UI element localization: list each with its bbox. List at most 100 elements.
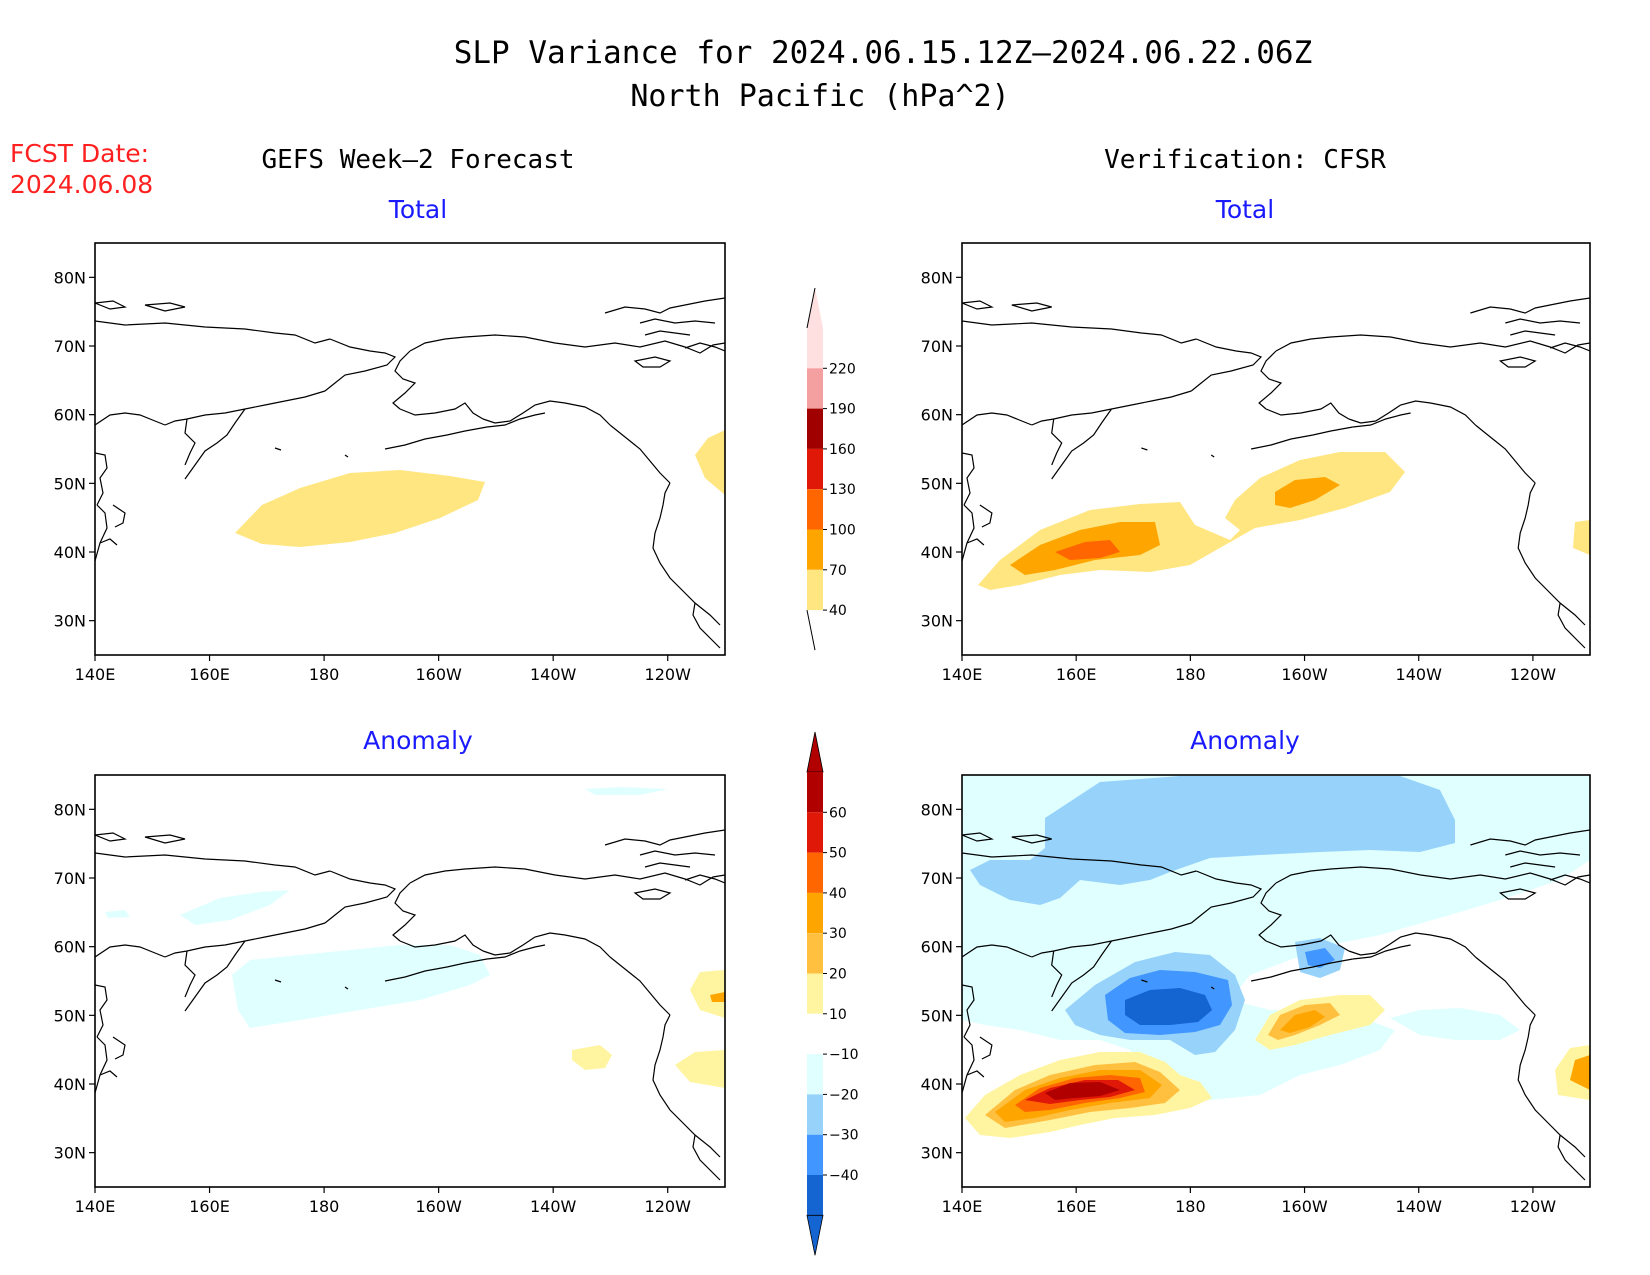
coast-segment xyxy=(962,832,994,842)
coast-segment xyxy=(1475,956,1536,1016)
coast-segment xyxy=(692,602,721,649)
lon-tick-label: 140E xyxy=(942,665,983,684)
coast-segment xyxy=(324,870,397,924)
coast-segment xyxy=(604,297,725,314)
lon-tick-label: 120W xyxy=(1510,665,1557,684)
colorbar-segment xyxy=(807,812,823,853)
coast-segment xyxy=(384,958,488,982)
lon-tick-label: 180 xyxy=(1175,1197,1206,1216)
coast-segment xyxy=(652,482,721,626)
contour-40-70-far-east xyxy=(1573,520,1590,555)
coast-segment xyxy=(95,944,166,958)
lat-tick-label: 50N xyxy=(921,474,953,493)
coastline xyxy=(95,297,725,649)
lat-tick-label: 60N xyxy=(54,406,86,425)
coast-segment xyxy=(1210,454,1215,458)
coast-segment xyxy=(644,862,691,868)
coast-segment xyxy=(1210,986,1215,990)
lat-tick-label: 30N xyxy=(921,612,953,631)
coast-segment xyxy=(652,1014,721,1158)
coast-segment xyxy=(324,338,397,392)
colorbar-segment xyxy=(807,489,823,530)
colorbar-segment xyxy=(807,772,823,813)
contour-fills xyxy=(978,452,1590,590)
coast-segment xyxy=(962,504,975,562)
coast-segment xyxy=(95,300,128,310)
colorbar-cap-top xyxy=(806,731,824,773)
column-title-verification: Verification: CFSR xyxy=(1104,145,1386,175)
contour-10-20-b xyxy=(675,1050,725,1088)
lon-tick-label: 120W xyxy=(645,1197,692,1216)
coast-segment xyxy=(392,882,417,942)
coastline xyxy=(962,297,1590,649)
coast-segment xyxy=(604,829,725,846)
lon-tick-label: 160E xyxy=(1056,1197,1097,1216)
contour-30-40-center xyxy=(1280,1010,1325,1033)
map-panel-fcst-total-frame xyxy=(94,242,726,656)
contour-neg10-neg20-north xyxy=(180,890,290,925)
coast-segment xyxy=(1265,934,1350,952)
coast-segment xyxy=(409,866,725,886)
coast-segment xyxy=(1141,979,1148,983)
lat-tick-label: 80N xyxy=(54,268,86,287)
coast-segment xyxy=(1031,390,1192,426)
colorbar-cap-bottom-edge xyxy=(806,610,816,651)
colorbar-segment xyxy=(807,529,823,570)
coast-segment xyxy=(1475,424,1536,484)
coast-segment xyxy=(392,350,417,410)
lon-tick-label: 180 xyxy=(1175,665,1206,684)
coastline xyxy=(95,829,725,1181)
coast-segment xyxy=(639,850,716,856)
coast-segment xyxy=(482,932,611,958)
coast-segment xyxy=(962,852,1197,876)
coast-segment xyxy=(979,504,993,528)
coast-segment xyxy=(962,1036,975,1094)
coast-segment xyxy=(1258,882,1283,942)
lon-tick-label: 160E xyxy=(189,1197,230,1216)
coast-segment xyxy=(1505,318,1581,324)
colorbar-label: 130 xyxy=(829,482,856,498)
coast-segment xyxy=(112,504,126,528)
coast-segment xyxy=(966,538,985,546)
lat-tick-label: 80N xyxy=(54,800,86,819)
panel-subtitle-verif-anomaly: Anomaly xyxy=(1190,726,1300,755)
contour-neg30-neg40-alaska xyxy=(1305,948,1335,968)
lon-tick-label: 180 xyxy=(309,665,340,684)
chart-title-line1: SLP Variance for 2024.06.15.12Z–2024.06.… xyxy=(454,35,1313,71)
coast-segment xyxy=(99,538,118,546)
lat-tick-label: 80N xyxy=(921,800,953,819)
lat-tick-label: 30N xyxy=(54,612,86,631)
contour-60-west xyxy=(1045,1082,1120,1100)
lat-tick-label: 60N xyxy=(54,938,86,957)
lon-tick-label: 140E xyxy=(942,1197,983,1216)
coast-segment xyxy=(962,320,1197,344)
coast-segment xyxy=(95,832,128,842)
coast-segment xyxy=(1352,944,1411,960)
colorbar-segment xyxy=(807,973,823,1014)
lat-tick-label: 40N xyxy=(54,543,86,562)
coast-segment xyxy=(1011,302,1052,312)
contour-neg20-neg30-north xyxy=(970,776,1455,905)
contour-neg10-neg20-east xyxy=(1390,1008,1520,1040)
coast-segment xyxy=(1470,829,1590,846)
coast-segment xyxy=(1275,866,1590,886)
coast-segment xyxy=(184,940,246,1012)
map-panel-fcst-anomaly-frame xyxy=(94,774,726,1188)
coast-segment xyxy=(482,400,611,426)
coast-segment xyxy=(1510,330,1556,336)
coast-segment xyxy=(1051,950,1063,998)
colorbar-label: 20 xyxy=(829,967,847,983)
contour-20-30-east xyxy=(1570,1055,1590,1090)
lon-tick-label: 180 xyxy=(309,1197,340,1216)
coast-segment xyxy=(609,424,671,484)
colorbar-segment xyxy=(807,933,823,974)
panel-subtitle-fcst-anomaly: Anomaly xyxy=(363,726,473,755)
lat-tick-label: 70N xyxy=(54,337,86,356)
coast-segment xyxy=(1011,834,1052,844)
coast-segment xyxy=(184,418,196,466)
coast-segment xyxy=(633,356,672,368)
colorbar-label: 160 xyxy=(829,442,856,458)
lat-tick-label: 50N xyxy=(921,1006,953,1025)
contour-neg10-neg20-small xyxy=(105,910,130,918)
contour-10-20-c xyxy=(690,970,725,1018)
